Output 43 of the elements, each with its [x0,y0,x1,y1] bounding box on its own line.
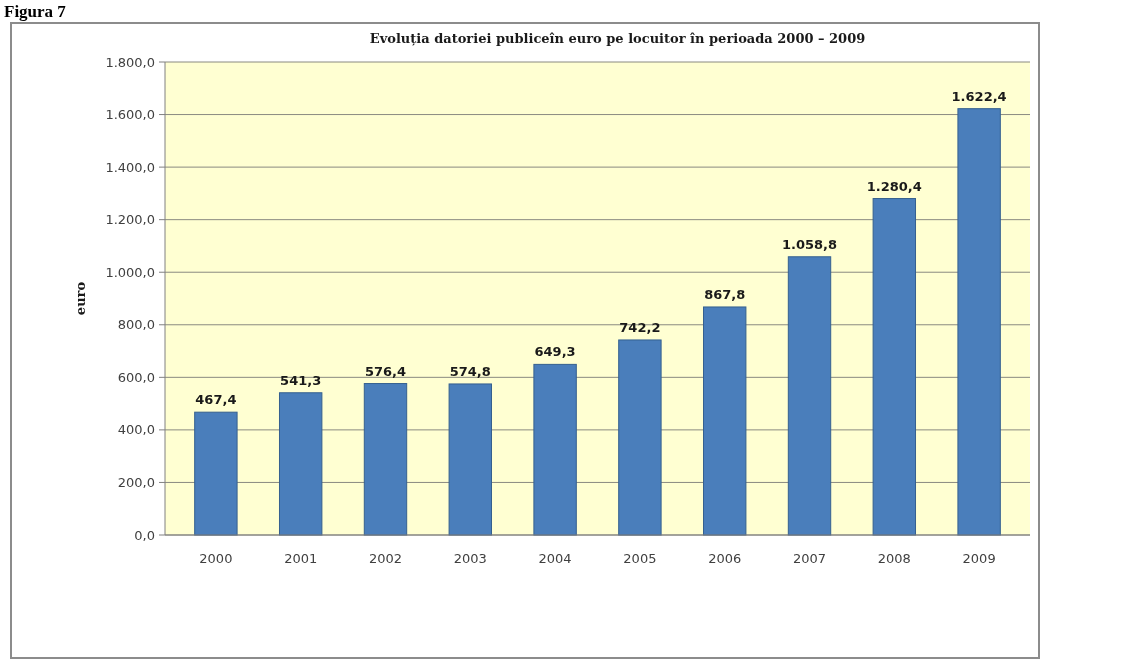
x-tick-label: 2001 [284,551,318,566]
data-label: 867,8 [704,286,746,302]
x-tick-label: 2002 [368,551,403,566]
data-label: 541,3 [280,372,322,388]
y-tick-label: 1.400,0 [105,159,155,175]
x-tick-label: 2008 [877,551,911,566]
data-label: 649,3 [534,344,576,360]
x-tick-label: 2007 [792,551,827,566]
chart-title: Evoluția datoriei publiceîn euro pe locuitor în perioada 2000 – 2009 [369,31,866,46]
data-label: 742,2 [619,319,661,335]
y-tick-label: 1.800,0 [105,54,155,70]
x-tick-label: 2005 [623,551,657,566]
data-label: 467,4 [195,392,237,408]
y-tick-label: 1.000,0 [105,264,155,280]
y-tick-label: 0,0 [134,527,155,543]
bar [618,339,662,536]
y-tick-label: 600,0 [117,369,155,385]
x-tick-label: 2003 [453,551,487,566]
bar [194,411,238,536]
bar [448,383,492,536]
data-label: 1.058,8 [781,236,838,252]
y-tick-label: 1.600,0 [105,107,155,123]
bar [703,306,747,536]
bar [872,198,917,536]
y-axis-title: euro [73,281,88,316]
text: Figura 7 [4,2,67,21]
y-tick-label: 800,0 [117,317,155,333]
bar [533,363,577,536]
data-label: 576,4 [364,363,407,379]
y-tick-label: 200,0 [117,474,155,490]
bar [787,256,832,536]
x-tick-label: 2000 [199,551,233,566]
data-label: 1.622,4 [951,88,1007,104]
bar [363,383,408,536]
bar [957,108,1001,536]
y-tick-label: 1.200,0 [105,212,155,228]
x-tick-label: 2006 [708,551,742,566]
x-tick-label: 2004 [538,551,572,566]
bar [278,392,323,536]
x-tick-label: 2009 [962,551,996,566]
y-tick-label: 400,0 [117,422,155,438]
data-label: 1.280,4 [866,178,922,194]
data-label: 574,8 [449,363,491,379]
